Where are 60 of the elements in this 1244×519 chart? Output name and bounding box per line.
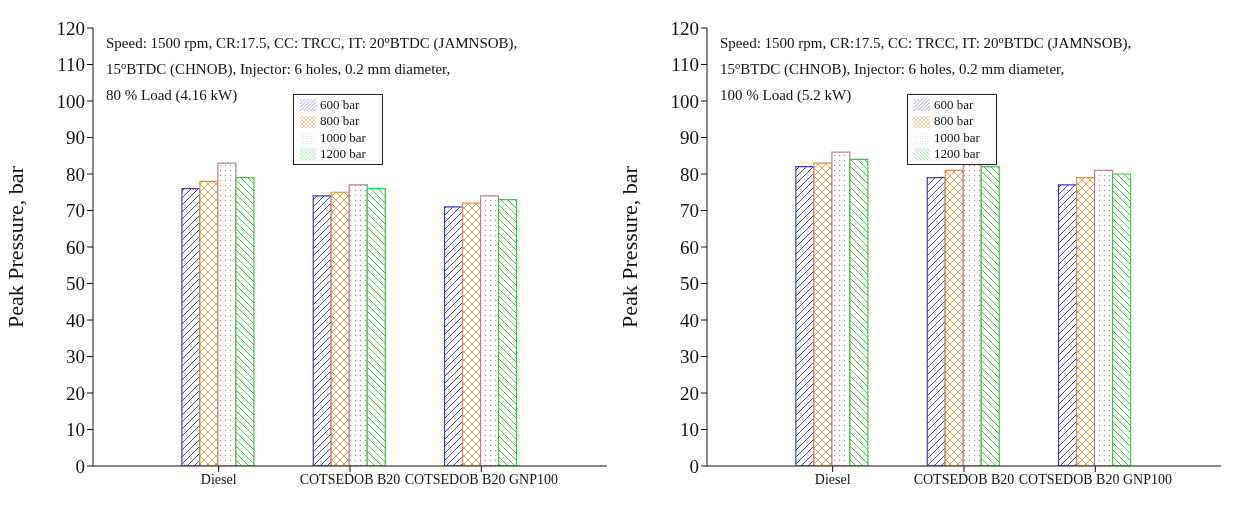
x-tick-label: COTSEDOB B20 GNP100	[404, 471, 558, 487]
y-tick-label: 110	[671, 54, 699, 76]
bar	[312, 195, 332, 466]
legend-label: 600 bar	[934, 97, 974, 112]
legend-label: 600 bar	[320, 97, 360, 112]
annotation: Speed: 1500 rpm, CR:17.5, CC: TRCC, IT: 20$^{o}$BTDC (JAMNSOB),	[106, 33, 518, 52]
y-axis-title: Peak Pressure, bar	[2, 165, 28, 328]
y-tick-label: 120	[670, 17, 699, 39]
bar	[461, 202, 482, 466]
legend-label: 800 bar	[934, 113, 974, 129]
y-tick-label: 100	[670, 90, 699, 112]
bar	[235, 177, 255, 466]
y-tick-label: 80	[66, 163, 85, 185]
annotation: 80 % Load (4.16 kW)	[106, 87, 238, 104]
x-tick-label: COTSEDOB B20	[913, 471, 1015, 487]
x-tick-label: Diesel	[814, 471, 851, 487]
annotation: 15$^{o}$BTDC (CHNOB), Injector: 6 holes, 0.2 mm diameter,	[106, 59, 451, 78]
legend-label: 1000 bar	[934, 129, 980, 145]
y-tick-label: 10	[66, 419, 85, 441]
y-tick-label: 80	[680, 163, 699, 185]
x-tick-label: Diesel	[200, 471, 237, 487]
y-tick-label: 70	[66, 200, 85, 222]
y-tick-label: 40	[66, 309, 85, 331]
y-tick-label: 0	[689, 455, 699, 477]
legend-label: 1000 bar	[320, 129, 366, 145]
y-tick-label: 60	[680, 236, 699, 258]
bar	[443, 206, 464, 466]
bar	[479, 195, 500, 466]
y-tick-label: 90	[680, 127, 699, 149]
bar	[497, 198, 518, 466]
legend-label: 800 bar	[320, 113, 360, 129]
y-tick-label: 0	[75, 455, 85, 477]
bar	[348, 184, 368, 466]
legend-label: 1200 bar	[320, 145, 366, 161]
bar	[366, 188, 386, 466]
y-tick-label: 50	[66, 273, 85, 295]
y-tick-label: 20	[66, 382, 85, 404]
y-tick-label: 30	[66, 346, 85, 368]
annotation: 100 % Load (5.2 kW)	[720, 87, 852, 104]
bar	[217, 162, 237, 466]
y-tick-label: 120	[56, 17, 85, 39]
y-axis-title: Peak Pressure, bar	[616, 165, 642, 328]
x-tick-label: COTSEDOB B20	[299, 471, 401, 487]
y-tick-label: 20	[680, 382, 699, 404]
bar	[330, 191, 350, 466]
y-tick-label: 50	[680, 273, 699, 295]
x-tick-label: COTSEDOB B20 GNP100	[1018, 471, 1172, 487]
y-tick-label: 100	[56, 90, 85, 112]
annotation: 15$^{o}$BTDC (CHNOB), Injector: 6 holes, 0.2 mm diameter,	[720, 59, 1065, 78]
annotation: Speed: 1500 rpm, CR:17.5, CC: TRCC, IT: 20$^{o}$BTDC (JAMNSOB),	[720, 33, 1132, 52]
bar	[199, 180, 219, 466]
y-tick-label: 90	[66, 127, 85, 149]
bar	[181, 188, 201, 466]
y-tick-label: 30	[680, 346, 699, 368]
y-tick-label: 40	[680, 309, 699, 331]
legend-label: 1200 bar	[934, 145, 980, 161]
y-tick-label: 10	[680, 419, 699, 441]
y-tick-label: 70	[680, 200, 699, 222]
y-tick-label: 110	[57, 54, 85, 76]
y-tick-label: 60	[66, 236, 85, 258]
